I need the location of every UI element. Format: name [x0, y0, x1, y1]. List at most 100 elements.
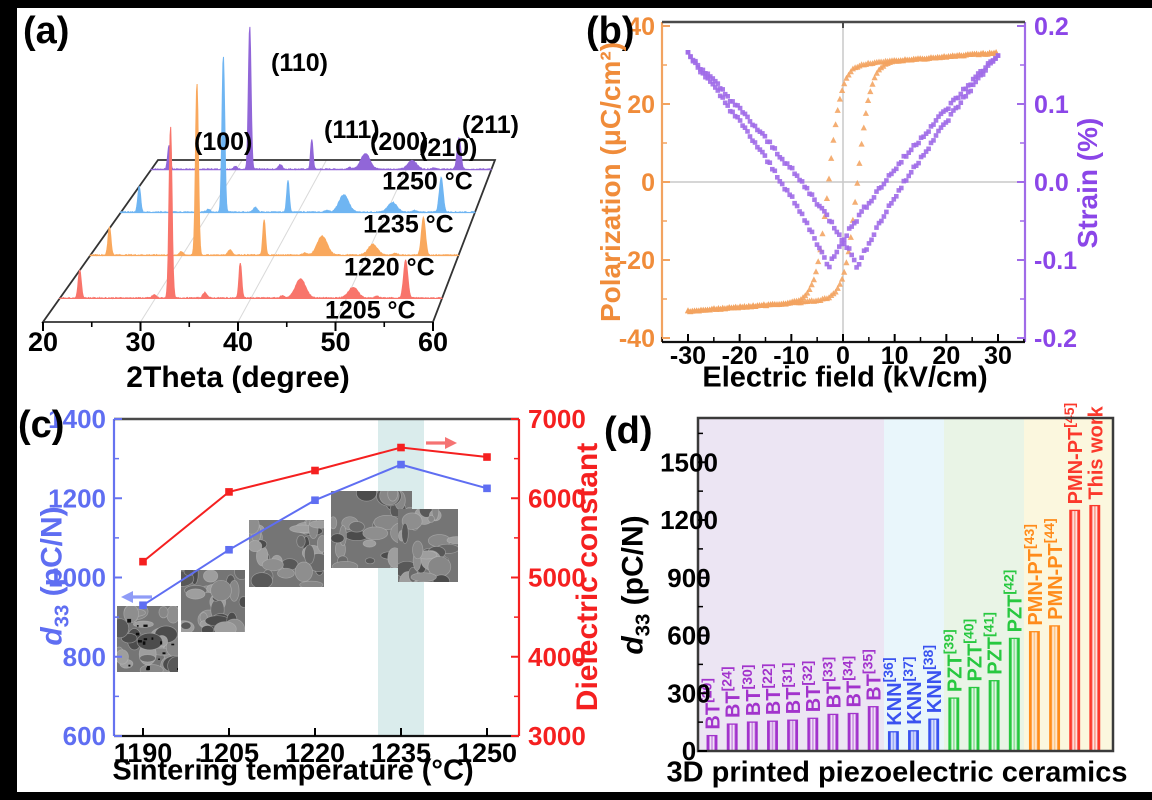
strain-point — [720, 95, 725, 100]
strain-point — [871, 232, 877, 237]
strain-point — [834, 249, 840, 255]
strain-point — [948, 112, 954, 117]
polarization-point — [854, 179, 861, 186]
polarization-point — [832, 121, 839, 128]
strain-point — [958, 91, 964, 97]
strain-point — [978, 72, 983, 78]
strain-point — [933, 118, 939, 123]
strain-point — [745, 129, 750, 134]
bar-label: BT[30] — [739, 665, 765, 717]
grid-line — [237, 159, 327, 323]
strain-point — [970, 82, 976, 88]
strain-point — [797, 177, 802, 183]
polarization-point — [832, 288, 839, 295]
strain-point — [760, 131, 765, 136]
strain-point — [896, 161, 902, 167]
polarization-point — [808, 281, 815, 288]
strain-point — [688, 54, 693, 59]
x-tick-label: 40 — [223, 327, 253, 357]
d33-point — [139, 601, 147, 610]
strain-point — [770, 145, 775, 150]
strain-point — [827, 264, 832, 270]
strain-point — [700, 71, 706, 76]
x-tick-label: 50 — [320, 327, 350, 357]
panel-a-letter: (a) — [23, 10, 70, 52]
polarization-point — [843, 74, 850, 81]
panel-d-frame — [696, 416, 1115, 753]
strain-point — [921, 134, 926, 139]
strain-point — [824, 261, 830, 267]
strain-point — [765, 159, 770, 165]
strain-point — [963, 86, 969, 92]
strain-point — [732, 102, 738, 108]
d33-point — [311, 496, 319, 505]
strain-point — [713, 78, 718, 84]
strain-point — [995, 53, 1001, 58]
bar-BT32 — [807, 717, 819, 752]
polarization-point — [834, 107, 841, 113]
bar-BT30 — [746, 721, 758, 752]
xrd-trace-1235C — [120, 56, 476, 214]
strain-point — [745, 114, 750, 120]
peak-hkl-label: (111) — [324, 116, 380, 144]
strain-point — [983, 68, 988, 73]
strain-point — [787, 192, 792, 198]
polarization-point — [812, 268, 820, 275]
strain-point — [804, 185, 810, 191]
strain-point — [807, 227, 812, 233]
x-tick-label: 1250 — [457, 738, 517, 768]
strain-point — [703, 74, 708, 80]
strain-point — [775, 175, 780, 180]
strain-point — [710, 81, 716, 87]
strain-point — [851, 257, 857, 263]
bar-PMNPT45 — [1069, 509, 1081, 752]
strain-point — [953, 95, 959, 101]
polarization-point — [815, 258, 822, 265]
peak-hkl-label: (210) — [419, 134, 477, 162]
left-tick-label: 0 — [641, 169, 655, 197]
bar-KNN37 — [908, 730, 919, 752]
d33-point — [397, 460, 405, 469]
strain-point — [961, 86, 966, 92]
x-tick-label: -20 — [722, 342, 758, 370]
strain-point — [740, 110, 745, 115]
strain-point — [837, 232, 842, 237]
left-arrow-head — [121, 591, 133, 603]
strain-point — [928, 124, 934, 129]
strain-point — [886, 173, 892, 178]
strain-point — [804, 220, 810, 226]
strain-point — [755, 144, 760, 150]
panel-a-xaxis-title: 2Theta (degree) — [126, 361, 350, 394]
polarization-point — [828, 155, 835, 161]
strain-point — [896, 188, 902, 193]
polarization-point — [860, 124, 867, 131]
y-tick-label: 1200 — [660, 505, 718, 535]
panel-b-left-axis-title: Polarization (μC/cm²) — [595, 41, 626, 323]
polarization-point — [823, 195, 830, 201]
strain-point — [799, 211, 805, 217]
dielectric-point — [483, 453, 491, 461]
polarization-point — [856, 160, 863, 166]
strain-point — [871, 195, 877, 200]
strain-point — [752, 123, 758, 129]
strain-point — [742, 125, 748, 130]
strain-point — [747, 119, 753, 124]
strain-point — [884, 178, 889, 183]
temperature-label: 1205 °C — [325, 297, 416, 325]
strain-point — [710, 76, 716, 81]
x-tick-label: 30 — [984, 342, 1012, 370]
bar-KNN38 — [928, 718, 940, 752]
bar-BT31 — [787, 719, 799, 752]
strain-point — [916, 140, 921, 146]
polarization-point — [839, 87, 846, 93]
polarization-point — [841, 80, 848, 87]
strain-point — [918, 154, 924, 160]
strain-point — [923, 131, 929, 136]
strain-point — [735, 103, 740, 108]
peak-hkl-label: (211) — [462, 111, 519, 139]
left-tick-label: 20 — [627, 91, 655, 119]
strain-point — [864, 205, 869, 210]
polarization-point — [869, 80, 876, 87]
strain-point — [762, 133, 768, 139]
